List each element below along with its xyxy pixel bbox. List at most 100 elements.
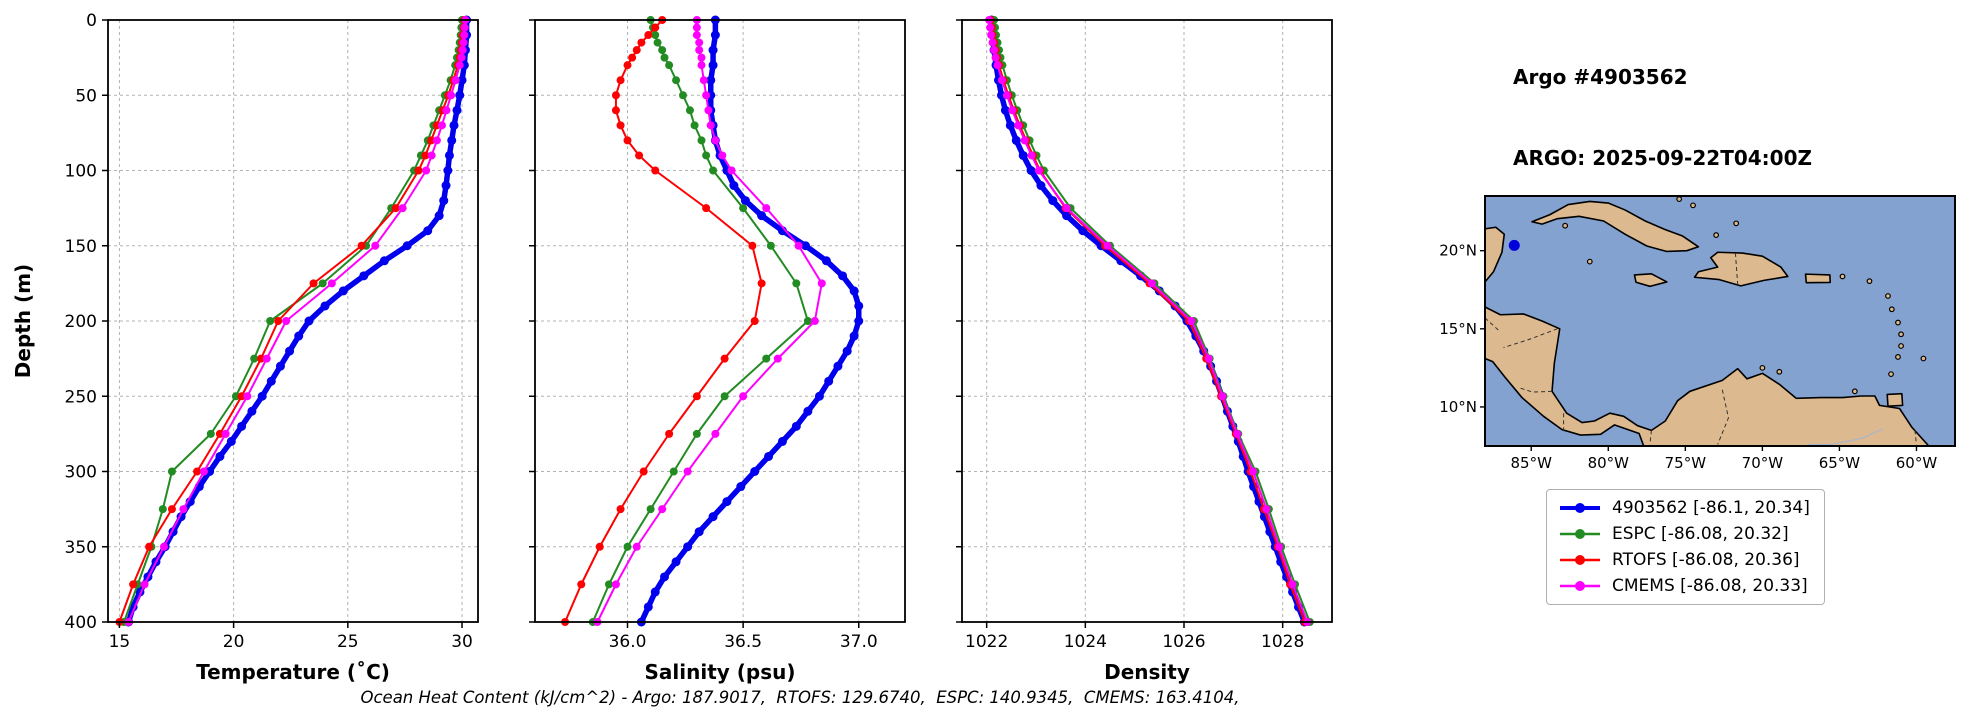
RTOFS-marker xyxy=(309,279,318,288)
4903562-marker xyxy=(237,421,247,431)
ESPC-marker xyxy=(658,46,667,55)
4903562-marker xyxy=(452,105,462,115)
CMEMS-marker xyxy=(457,53,466,62)
4903562-marker xyxy=(1048,196,1058,206)
4903562-marker xyxy=(304,316,314,326)
river-line xyxy=(1808,428,1883,446)
RTOFS-marker xyxy=(357,241,366,250)
RTOFS-marker xyxy=(421,151,430,160)
4903562-marker xyxy=(379,256,389,266)
CMEMS-marker xyxy=(159,542,168,551)
CMEMS-marker xyxy=(1027,151,1036,160)
small-island xyxy=(1733,220,1740,227)
x-tick-label: 30 xyxy=(451,632,473,652)
CMEMS-marker xyxy=(1008,106,1017,115)
small-island xyxy=(1885,293,1891,299)
series-CMEMS-salinity xyxy=(593,16,826,626)
xlabel-density: Density xyxy=(1104,660,1190,684)
CMEMS-marker xyxy=(773,354,782,363)
CMEMS-marker xyxy=(727,166,736,175)
legend-item-CMEMS: CMEMS [-86.08, 20.33] xyxy=(1557,576,1810,596)
4903562-marker xyxy=(275,361,285,371)
ESPC-marker xyxy=(605,580,613,589)
4903562-marker xyxy=(729,181,739,191)
4903562-marker xyxy=(285,346,295,356)
RTOFS-marker xyxy=(720,354,729,363)
ESPC-marker xyxy=(762,354,771,363)
country-border xyxy=(1914,430,1917,445)
RTOFS-marker xyxy=(167,505,176,514)
CMEMS-marker xyxy=(455,61,464,70)
CMEMS-marker xyxy=(794,241,803,250)
map-lon-label: 70°W xyxy=(1742,454,1784,472)
CMEMS-marker xyxy=(706,121,715,130)
4903562-marker xyxy=(215,451,225,461)
small-island xyxy=(1895,354,1901,360)
4903562-marker xyxy=(1011,135,1021,145)
CMEMS-marker xyxy=(458,46,467,55)
CMEMS-marker xyxy=(1020,136,1029,145)
float-position-marker xyxy=(1508,239,1520,251)
4903562-marker xyxy=(777,436,787,446)
ESPC-marker xyxy=(803,317,812,325)
CMEMS-marker xyxy=(991,53,1000,62)
4903562-marker xyxy=(854,316,864,326)
landmass xyxy=(1633,273,1668,288)
4903562-marker xyxy=(833,361,843,371)
ESPC-marker xyxy=(739,204,748,213)
landmass xyxy=(1693,251,1789,287)
x-tick-label: 36.5 xyxy=(724,632,762,652)
ESPC-marker xyxy=(692,429,701,438)
legend-marker-CMEMS xyxy=(1560,581,1600,591)
RTOFS-marker xyxy=(129,580,138,589)
ESPC-marker xyxy=(685,106,694,115)
CMEMS-marker xyxy=(1218,392,1227,401)
RTOFS-marker xyxy=(651,23,660,32)
4903562-marker xyxy=(402,241,412,251)
small-island xyxy=(1898,343,1904,349)
4903562-marker xyxy=(706,75,716,85)
CMEMS-marker xyxy=(986,23,995,32)
RTOFS-marker xyxy=(651,166,660,175)
4903562-marker xyxy=(1062,211,1072,221)
RTOFS-marker xyxy=(616,76,625,85)
4903562-marker xyxy=(736,482,746,492)
y-tick-label: 300 xyxy=(65,463,97,483)
ESPC-marker xyxy=(646,505,655,514)
panel-density: 1022 1024 1026 1028 Density xyxy=(956,15,1333,684)
xlabel-temperature: Temperature (˚C) xyxy=(196,660,390,684)
x-tick-label: 37.0 xyxy=(840,632,878,652)
series-RTOFS-salinity xyxy=(561,16,766,626)
small-island xyxy=(1586,258,1593,265)
CMEMS-marker xyxy=(702,91,711,100)
legend-label: RTOFS [-86.08, 20.36] xyxy=(1612,550,1800,570)
4903562-marker xyxy=(801,241,811,251)
RTOFS-marker xyxy=(237,392,246,401)
4903562-marker xyxy=(710,30,720,40)
CMEMS-marker xyxy=(810,317,819,325)
4903562-marker xyxy=(257,391,267,401)
CMEMS-marker xyxy=(1187,317,1196,325)
CMEMS-marker xyxy=(718,151,727,160)
ESPC-marker xyxy=(651,31,660,40)
4903562-marker xyxy=(447,135,457,145)
small-island xyxy=(1776,368,1783,375)
RTOFS-marker xyxy=(274,317,283,325)
4903562-marker xyxy=(838,271,848,281)
small-island xyxy=(1888,371,1894,378)
4903562-marker xyxy=(757,211,767,221)
4903562-marker xyxy=(1005,120,1015,130)
small-island xyxy=(1562,222,1569,229)
ESPC-marker xyxy=(206,429,215,438)
4903562-marker xyxy=(643,602,653,612)
CMEMS-marker xyxy=(695,38,704,47)
4903562-marker xyxy=(791,421,801,431)
y-tick-label: 50 xyxy=(75,86,97,106)
country-border xyxy=(1734,252,1739,286)
ESPC-marker xyxy=(669,467,678,476)
CMEMS-marker xyxy=(199,467,208,476)
CMEMS-marker xyxy=(460,31,469,40)
4903562-marker xyxy=(266,376,276,386)
4903562-marker xyxy=(821,256,831,266)
